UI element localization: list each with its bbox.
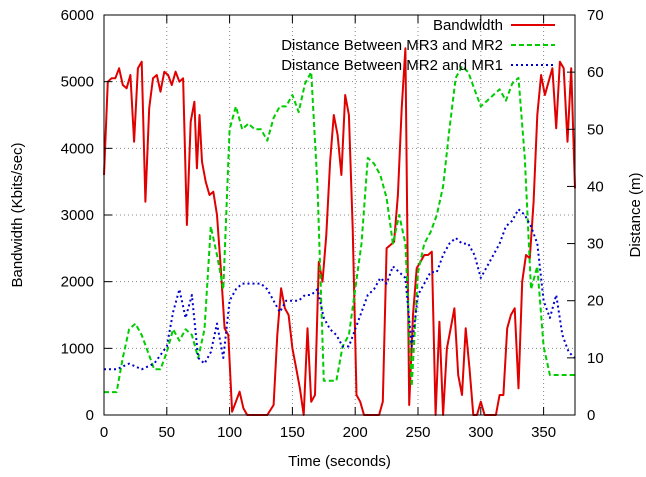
series-line-bandwidth (103, 47, 576, 416)
y2-tick-label: 70 (587, 7, 604, 24)
grid (104, 15, 575, 415)
legend: Bandwidth Distance Between MR3 and MR2 Dis… (281, 17, 555, 74)
x-tick-label: 300 (468, 424, 493, 441)
legend-label-bandwidth: Bandwidth (433, 17, 503, 34)
x-tick-label: 0 (100, 424, 108, 441)
y2-tick-label: 40 (587, 178, 604, 195)
y2-tick-label: 0 (587, 407, 595, 424)
y-tick-label: 3000 (61, 207, 94, 224)
y-tick-label: 4000 (61, 140, 94, 157)
legend-label-distance-between-mr2-and-mr1: Distance Between MR2 and MR1 (281, 57, 503, 74)
y2-tick-label: 30 (587, 236, 604, 253)
y2-tick-label: 50 (587, 121, 604, 138)
x-tick-label: 50 (158, 424, 175, 441)
y-axis-title: Bandwidth (Kbits/sec) (9, 142, 26, 287)
y2-tick-label: 10 (587, 350, 604, 367)
x-tick-label: 100 (217, 424, 242, 441)
x-tick-label: 250 (405, 424, 430, 441)
y2-tick-label: 60 (587, 64, 604, 81)
y-tick-label: 1000 (61, 340, 94, 357)
series-line-distance-between-mr3-and-mr2 (104, 65, 575, 394)
x-tick-label: 150 (280, 424, 305, 441)
x-tick-label: 200 (343, 424, 368, 441)
y-tick-label: 5000 (61, 74, 94, 91)
series-layer (103, 47, 576, 416)
y-tick-label: 6000 (61, 7, 94, 24)
y2-tick-label: 20 (587, 293, 604, 310)
legend-label-distance-between-mr3-and-mr2: Distance Between MR3 and MR2 (281, 37, 503, 54)
y-tick-label: 2000 (61, 274, 94, 291)
x-tick-label: 350 (531, 424, 556, 441)
y2-axis-title: Distance (m) (627, 172, 644, 257)
series-line-distance-between-mr2-and-mr1 (104, 208, 576, 371)
x-axis-title: Time (seconds) (288, 453, 391, 470)
y-tick-label: 0 (86, 407, 94, 424)
